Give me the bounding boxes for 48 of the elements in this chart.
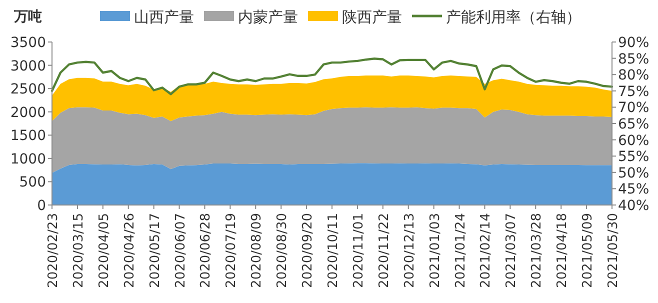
x-tick-label: 2020/06/28 <box>198 213 214 288</box>
legend-label: 山西产量 <box>134 8 194 26</box>
x-tick-label: 2021/01/24 <box>453 213 468 288</box>
x-tick-label: 2020/11/01 <box>351 213 366 288</box>
x-tick-label: 2020/08/09 <box>250 213 265 288</box>
legend-label: 内蒙产量 <box>238 8 298 26</box>
x-tick-label: 2020/04/26 <box>122 213 138 288</box>
x-tick-label: 2020/07/19 <box>224 213 240 288</box>
y2-tick-label: 50% <box>618 165 650 182</box>
y-tick-label: 3500 <box>10 35 46 51</box>
y2-tick-label: 65% <box>618 116 650 132</box>
x-tick-label: 2020/02/23 <box>46 213 61 288</box>
x-tick-label: 2020/09/20 <box>300 213 316 288</box>
y-tick-label: 1000 <box>10 151 46 168</box>
x-tick-label: 2020/05/17 <box>148 213 163 288</box>
x-tick-label: 2020/12/13 <box>402 213 418 288</box>
y-tick-label: 2500 <box>10 82 46 98</box>
y2-tick-label: 70% <box>618 100 650 116</box>
legend-label: 产能利用率（右轴） <box>446 8 581 26</box>
y2-tick-label: 75% <box>618 84 650 100</box>
x-tick-label: 2021/05/30 <box>606 213 621 288</box>
x-tick-label: 2020/03/15 <box>71 213 86 288</box>
x-tick-label: 2020/08/30 <box>275 213 290 288</box>
y2-tick-label: 45% <box>618 182 650 198</box>
y2-tick-label: 55% <box>618 149 650 166</box>
y-tick-label: 3000 <box>10 58 46 74</box>
line-series <box>50 58 614 96</box>
x-tick-label: 2020/06/07 <box>173 213 188 288</box>
x-tick-label: 2021/03/28 <box>530 213 545 288</box>
y2-tick-label: 60% <box>618 132 650 149</box>
x-tick-label: 2020/10/11 <box>326 213 341 288</box>
y2-tick-label: 80% <box>618 68 650 84</box>
x-tick-label: 2021/05/09 <box>580 213 596 288</box>
y-tick-label: 500 <box>19 174 46 191</box>
y2-tick-label: 40% <box>618 198 650 214</box>
y-tick-label: 0 <box>37 198 46 214</box>
legend-label: 陕西产量 <box>342 8 402 26</box>
y-tick-label: 2000 <box>10 104 46 121</box>
y-axis-title: 万吨 <box>13 9 42 25</box>
x-tick-label: 2021/04/18 <box>555 213 570 288</box>
y2-tick-label: 90% <box>618 35 650 51</box>
y2-tick-label: 85% <box>618 51 650 68</box>
x-tick-label: 2020/04/05 <box>96 213 112 288</box>
y-tick-label: 1500 <box>10 128 46 144</box>
x-tick-label: 2021/01/03 <box>428 213 443 288</box>
x-tick-label: 2021/03/07 <box>504 213 520 288</box>
x-tick-label: 2020/11/22 <box>376 213 392 288</box>
x-tick-label: 2021/02/14 <box>478 213 494 288</box>
